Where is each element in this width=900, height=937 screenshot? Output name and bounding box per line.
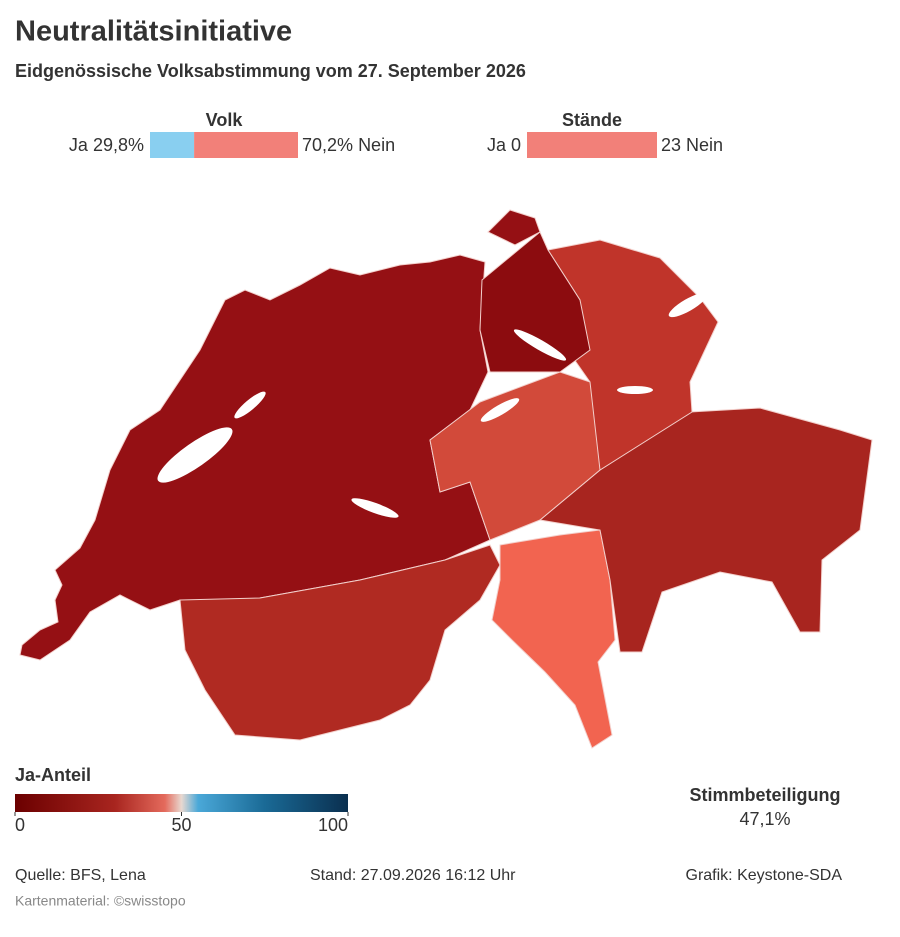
ja-label: Ja [69,135,89,155]
region-ticino [491,529,616,749]
region-graubuenden [538,407,873,653]
map-credit: Kartenmaterial: ©swisstopo [15,893,186,909]
region-west [19,254,491,661]
source: Quelle: BFS, Lena [15,867,146,884]
region-schaffhausen [487,209,541,246]
legend-tick-label: 0 [15,815,25,835]
title: Neutralitätsinitiative [15,16,292,48]
stand: Stand: 27.09.2026 16:12 Uhr [310,867,516,884]
lake [351,498,399,518]
turnout-value: 47,1% [739,809,790,829]
lake [480,398,520,422]
ja-label: Ja 29,8% [69,135,144,155]
color-scale [15,794,348,812]
bar-nein [194,132,298,158]
lake [668,292,708,318]
legend-title: Ja-Anteil [15,765,91,785]
nein-label: 70,2% Nein [302,135,395,155]
ja-value: 29,8% [93,135,144,155]
map [19,209,873,749]
ja-label: Ja [487,135,507,155]
lake [617,386,653,394]
nein-value: 23 [661,135,681,155]
ja-label: Ja 0 [487,135,521,155]
region-zurich [479,231,591,373]
summary-title: Volk [206,110,244,130]
nein-label: 23 Nein [661,135,723,155]
nein-label: Nein [686,135,723,155]
lake [513,329,567,361]
subtitle: Eidgenössische Volksabstimmung vom 27. S… [15,61,526,81]
region-central [429,371,601,541]
region-valais [179,544,501,741]
legend-tick-label: 100 [318,815,348,835]
nein-value: 70,2% [302,135,353,155]
grafik: Grafik: Keystone-SDA [686,867,843,884]
ja-value: 0 [511,135,521,155]
legend-tick-label: 50 [171,815,191,835]
summary-title: Stände [562,110,622,130]
bar-ja [150,132,195,158]
lake [157,427,233,483]
lake [234,391,266,419]
nein-label: Nein [358,135,395,155]
bar-nein [527,132,657,158]
turnout-label: Stimmbeteiligung [689,785,840,805]
